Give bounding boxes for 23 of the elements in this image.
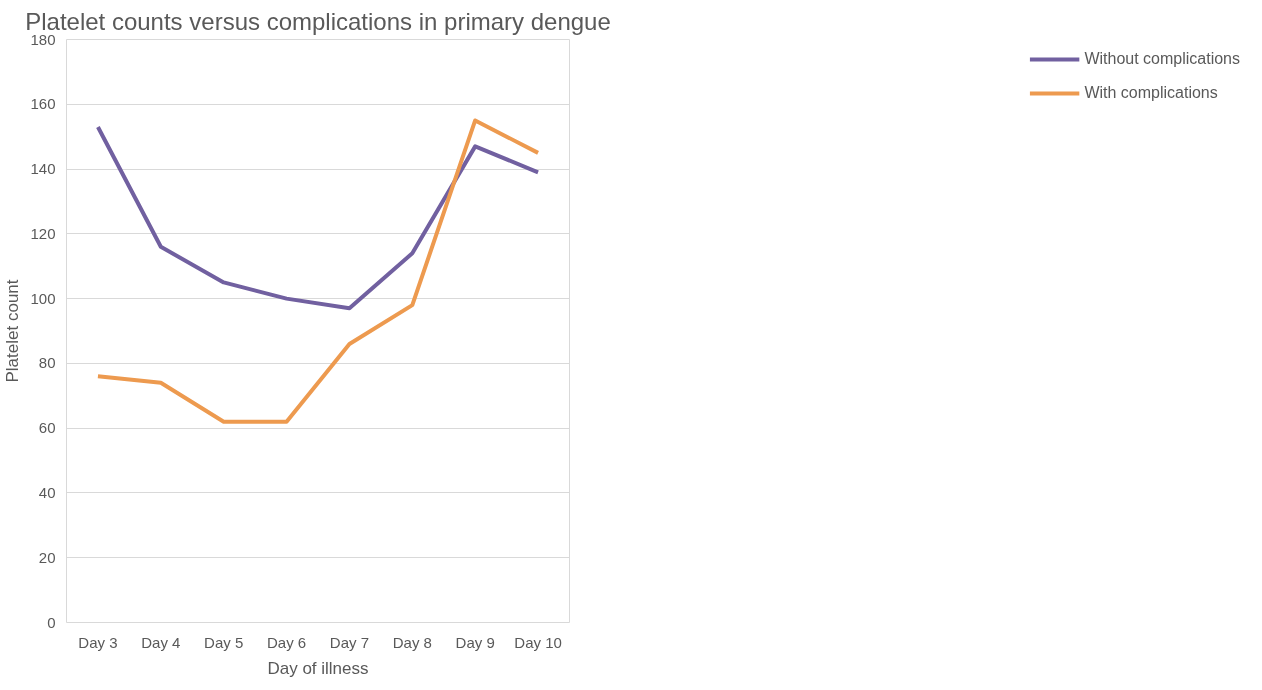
y-axis-title: Platelet count <box>3 279 23 383</box>
y-tick-label: 120 <box>30 224 56 242</box>
x-tick-label: Day 5 <box>204 633 244 651</box>
x-tick-label: Day 7 <box>329 633 370 651</box>
y-tick-label: 20 <box>38 548 56 566</box>
x-tick-label: Day 10 <box>514 633 562 651</box>
x-tick-label: Day 4 <box>141 633 181 651</box>
y-tick-label: 40 <box>38 483 56 501</box>
line-series <box>95 118 541 424</box>
x-tick-label: Day 3 <box>78 633 118 651</box>
legend-label: Without complications <box>1084 50 1240 68</box>
x-axis-title: Day of illness <box>267 658 369 678</box>
y-tick-label: 80 <box>38 354 56 372</box>
x-tick-label: Day 6 <box>266 633 307 651</box>
x-tick-label: Day 8 <box>392 633 432 651</box>
y-tick-label: 0 <box>47 613 56 631</box>
legend-label: With complications <box>1084 84 1218 102</box>
line-series <box>95 124 541 311</box>
y-tick-label: 60 <box>38 419 56 437</box>
y-tick-label: 100 <box>30 289 56 307</box>
y-tick-label: 160 <box>30 95 56 113</box>
x-tick-label: Day 9 <box>455 633 495 651</box>
y-tick-label: 140 <box>30 160 56 178</box>
